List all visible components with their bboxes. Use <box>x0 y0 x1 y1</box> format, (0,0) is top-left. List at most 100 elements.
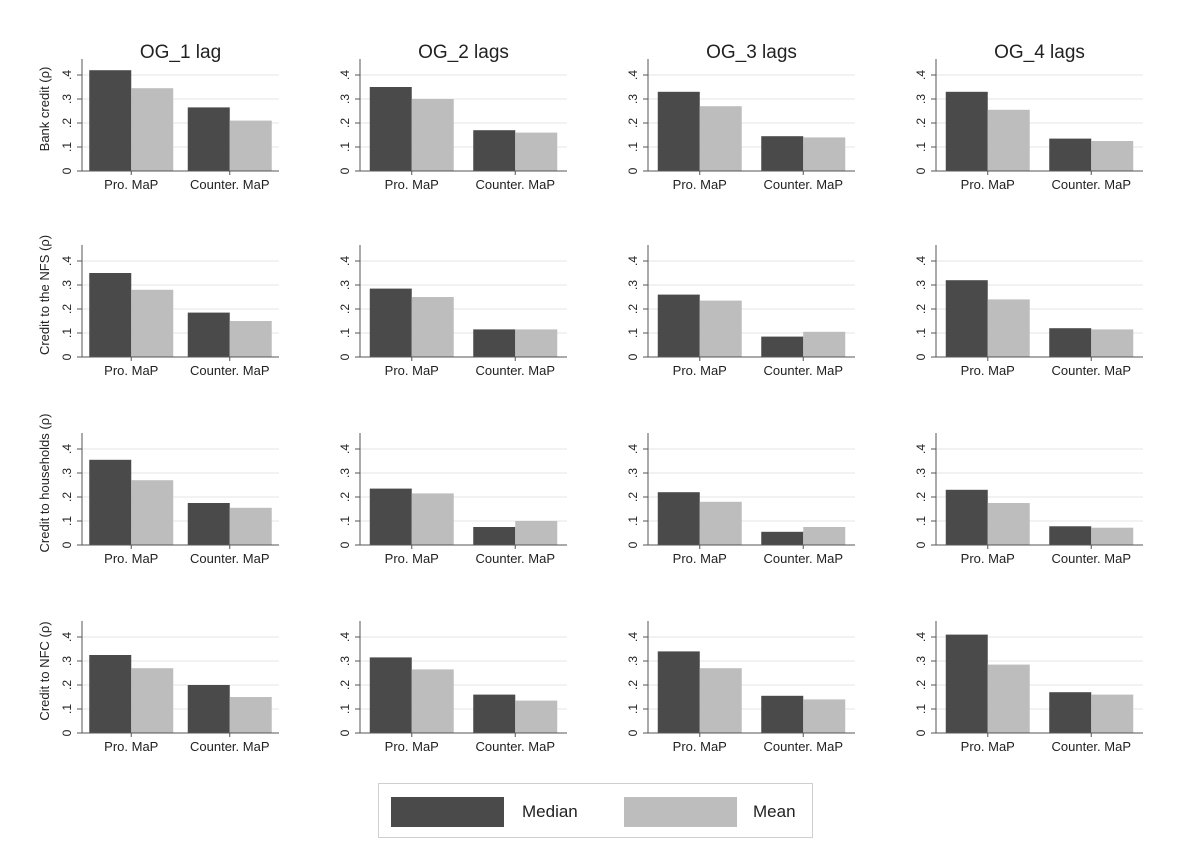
panel-r3c1-bar-mean-pro-map <box>131 480 174 545</box>
panel-r2c4-bar-median-pro-map <box>945 280 988 357</box>
panel-r2c1-y-tick-label-3: .3 <box>60 280 74 290</box>
panel-r3c3-bar-median-counter-map <box>761 531 804 545</box>
panel-r2c3-y-tick-label-2: .2 <box>626 304 640 314</box>
panel-r1c3-x-label-counter-map: Counter. MaP <box>764 177 844 192</box>
panel-r4c3-bar-median-pro-map <box>657 651 700 733</box>
panel-r4c4-bar-mean-counter-map <box>1091 694 1134 733</box>
panel-r2c2-bar-mean-counter-map <box>515 329 558 357</box>
panel-r4c4-bar-median-pro-map <box>945 634 988 733</box>
panel-r3c2-bar-median-pro-map <box>369 488 412 545</box>
panel-r1c3-x-label-pro-map: Pro. MaP <box>673 177 727 192</box>
panel-r4c4-x-label-pro-map: Pro. MaP <box>961 739 1015 754</box>
panel-r1c1-x-label-pro-map: Pro. MaP <box>104 177 158 192</box>
panel-r4c4-y-tick-label-2: .2 <box>914 680 928 690</box>
panel-r3c1-x-label-counter-map: Counter. MaP <box>190 551 270 566</box>
panel-r4c1-bar-median-pro-map <box>89 655 132 733</box>
panel-r4c2-bar-mean-counter-map <box>515 700 558 733</box>
legend-swatch-median <box>391 797 504 827</box>
panel-r2c1-y-tick-label-2: .2 <box>60 304 74 314</box>
panel-r4c4-y-tick-label-0: 0 <box>914 729 928 736</box>
panel-r3c4-bar-mean-counter-map <box>1091 527 1134 545</box>
panel-r1c2-x-label-counter-map: Counter. MaP <box>476 177 556 192</box>
panel-r1c4-y-tick-label-1: .1 <box>914 142 928 152</box>
panel-r4c1-bar-median-counter-map <box>187 685 230 733</box>
panel-r3c4-y-tick-label-1: .1 <box>914 516 928 526</box>
panel-r3c4-y-tick-label-3: .3 <box>914 468 928 478</box>
panel-r2c1-x-label-counter-map: Counter. MaP <box>190 363 270 378</box>
panel-r2c2-x-label-pro-map: Pro. MaP <box>385 363 439 378</box>
panel-r3c1-bar-median-pro-map <box>89 459 132 545</box>
panel-r2c1-bar-median-counter-map <box>187 312 230 357</box>
panel-r4c2-x-label-pro-map: Pro. MaP <box>385 739 439 754</box>
panel-r2c1-bar-mean-pro-map <box>131 289 174 357</box>
panel-r2c4-bar-mean-pro-map <box>987 299 1030 357</box>
panel-r4c3-y-tick-label-0: 0 <box>626 729 640 736</box>
row-title-credit-to-households: Credit to households (ρ) <box>37 414 52 553</box>
panel-r2c2-x-label-counter-map: Counter. MaP <box>476 363 556 378</box>
panel-r4c2-x-label-counter-map: Counter. MaP <box>476 739 556 754</box>
panel-r2c4-y-tick-label-2: .2 <box>914 304 928 314</box>
panel-r3c1-y-tick-label-4: .4 <box>60 444 74 454</box>
panel-r3c3-bar-mean-pro-map <box>699 501 742 545</box>
panel-r4c1-bar-mean-pro-map <box>131 668 174 733</box>
panel-r1c2-y-tick-label-3: .3 <box>338 94 352 104</box>
panel-r1c3-y-tick-label-2: .2 <box>626 118 640 128</box>
panel-r3c2-x-label-pro-map: Pro. MaP <box>385 551 439 566</box>
panel-r2c2-y-tick-label-1: .1 <box>338 328 352 338</box>
panel-r3c1-y-tick-label-0: 0 <box>60 541 74 548</box>
panel-r3c4-x-label-counter-map: Counter. MaP <box>1052 551 1132 566</box>
panel-r2c2-bar-median-counter-map <box>473 329 516 357</box>
panel-r3c1-y-tick-label-1: .1 <box>60 516 74 526</box>
panel-r1c2-bar-median-counter-map <box>473 130 516 171</box>
panel-r4c1-bar-mean-counter-map <box>229 697 272 733</box>
panel-r2c3-bar-mean-counter-map <box>803 331 846 357</box>
panel-r1c3-bar-mean-pro-map <box>699 106 742 171</box>
panel-r4c2-y-tick-label-4: .4 <box>338 632 352 642</box>
panel-r2c3-x-label-counter-map: Counter. MaP <box>764 363 844 378</box>
panel-r2c2-y-tick-label-2: .2 <box>338 304 352 314</box>
panel-r4c3-bar-mean-pro-map <box>699 668 742 733</box>
panel-r3c4-y-tick-label-0: 0 <box>914 541 928 548</box>
panel-r3c3-y-tick-label-4: .4 <box>626 444 640 454</box>
panel-r3c3-bar-median-pro-map <box>657 492 700 545</box>
panel-r1c4-y-tick-label-4: .4 <box>914 70 928 80</box>
panel-r1c3-y-tick-label-1: .1 <box>626 142 640 152</box>
panel-r1c1-y-tick-label-2: .2 <box>60 118 74 128</box>
panel-r4c3-x-label-pro-map: Pro. MaP <box>673 739 727 754</box>
panel-r2c3-y-tick-label-4: .4 <box>626 256 640 266</box>
panel-r1c4-bar-median-counter-map <box>1049 138 1092 171</box>
panel-r3c1-bar-median-counter-map <box>187 503 230 545</box>
panel-r2c3-y-tick-label-1: .1 <box>626 328 640 338</box>
panel-r1c4-y-tick-label-2: .2 <box>914 118 928 128</box>
legend-label-median: Median <box>522 802 578 821</box>
panel-r1c2-y-tick-label-0: 0 <box>338 167 352 174</box>
panel-r3c4-bar-median-pro-map <box>945 489 988 545</box>
panel-r1c4-bar-mean-counter-map <box>1091 141 1134 171</box>
panel-r1c4-x-label-pro-map: Pro. MaP <box>961 177 1015 192</box>
panel-r4c4-x-label-counter-map: Counter. MaP <box>1052 739 1132 754</box>
panel-r3c3-y-tick-label-3: .3 <box>626 468 640 478</box>
panel-r1c2-y-tick-label-1: .1 <box>338 142 352 152</box>
panel-r2c1-y-tick-label-4: .4 <box>60 256 74 266</box>
panel-r2c3-bar-median-counter-map <box>761 336 804 357</box>
panel-r3c4-y-tick-label-2: .2 <box>914 492 928 502</box>
panel-r1c1-bar-median-counter-map <box>187 107 230 171</box>
panel-r4c2-y-tick-label-2: .2 <box>338 680 352 690</box>
panel-r3c2-bar-mean-pro-map <box>411 493 454 545</box>
panel-r1c1-x-label-counter-map: Counter. MaP <box>190 177 270 192</box>
panel-r4c4-bar-mean-pro-map <box>987 664 1030 733</box>
panel-r3c2-bar-median-counter-map <box>473 527 516 545</box>
panel-r2c2-y-tick-label-3: .3 <box>338 280 352 290</box>
panel-r2c2-bar-median-pro-map <box>369 288 412 357</box>
panel-r4c2-bar-median-pro-map <box>369 657 412 733</box>
panel-r2c4-bar-median-counter-map <box>1049 328 1092 357</box>
panel-r4c3-y-tick-label-1: .1 <box>626 704 640 714</box>
panel-r1c4-bar-median-pro-map <box>945 91 988 171</box>
panel-r1c2-bar-mean-pro-map <box>411 99 454 171</box>
panel-r2c4-x-label-counter-map: Counter. MaP <box>1052 363 1132 378</box>
panel-r3c3-y-tick-label-1: .1 <box>626 516 640 526</box>
panel-r4c1-y-tick-label-1: .1 <box>60 704 74 714</box>
panel-r4c2-bar-median-counter-map <box>473 694 516 733</box>
panel-r4c1-y-tick-label-4: .4 <box>60 632 74 642</box>
